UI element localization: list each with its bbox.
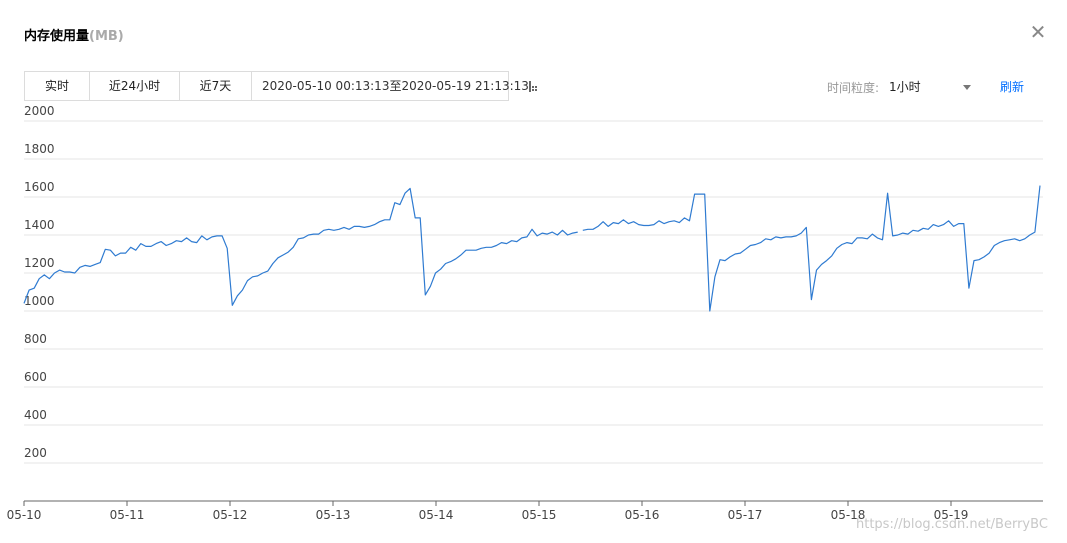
chevron-down-icon	[963, 85, 971, 90]
title-unit: (MB)	[89, 29, 124, 44]
calendar-icon	[528, 80, 534, 92]
last-24h-button[interactable]: 近24小时	[90, 72, 180, 100]
y-tick-label: 200	[24, 446, 47, 460]
close-icon[interactable]: ✕	[1029, 20, 1047, 44]
series-line-segment-1	[23, 187, 578, 306]
y-tick-label: 600	[24, 370, 47, 384]
y-tick-label: 1200	[24, 256, 55, 270]
x-tick-label: 05-19	[934, 508, 969, 522]
title-text: 内存使用量	[24, 29, 90, 44]
granularity-value: 1小时	[889, 80, 921, 94]
x-tick-label: 05-14	[419, 508, 454, 522]
realtime-button[interactable]: 实时	[25, 72, 90, 100]
x-tick-label: 05-17	[728, 508, 763, 522]
y-tick-label: 1600	[24, 180, 55, 194]
y-tick-label: 2000	[24, 104, 55, 118]
last-7d-button[interactable]: 近7天	[180, 72, 252, 100]
x-tick-label: 05-12	[213, 508, 248, 522]
watermark: https://blog.csdn.net/BerryBC	[856, 517, 1048, 532]
y-tick-label: 1400	[24, 218, 55, 232]
x-tick-label: 05-10	[7, 508, 42, 522]
y-tick-label: 1000	[24, 294, 55, 308]
date-range-picker[interactable]: 2020-05-10 00:13:13至2020-05-19 21:13:13	[252, 72, 534, 100]
date-range-text: 2020-05-10 00:13:13至2020-05-19 21:13:13	[262, 79, 529, 93]
series-line-segment-2	[582, 185, 1041, 312]
x-tick-label: 05-15	[522, 508, 557, 522]
x-tick-label: 05-13	[316, 508, 351, 522]
granularity-select[interactable]: 1小时	[889, 76, 973, 98]
x-tick-label: 05-11	[110, 508, 145, 522]
y-tick-label: 400	[24, 408, 47, 422]
chart-title: 内存使用量(MB)	[24, 25, 124, 44]
x-tick-label: 05-16	[625, 508, 660, 522]
refresh-button[interactable]: 刷新	[1000, 80, 1025, 94]
x-tick-label: 05-18	[831, 508, 866, 522]
time-range-toolbar: 实时 近24小时 近7天 2020-05-10 00:13:13至2020-05…	[24, 71, 534, 101]
granularity-label: 时间粒度:	[827, 81, 880, 95]
y-tick-label: 800	[24, 332, 47, 346]
y-tick-label: 1800	[24, 142, 55, 156]
